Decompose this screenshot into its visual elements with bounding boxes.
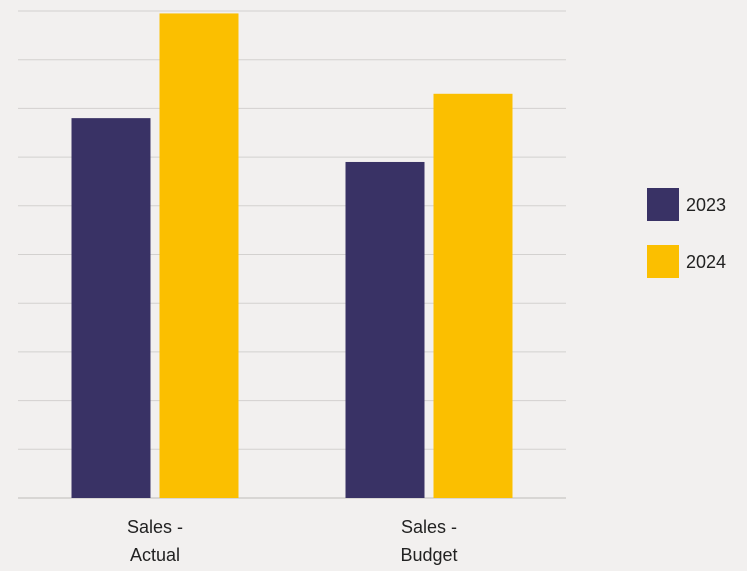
legend: 2023 2024 <box>647 188 726 278</box>
legend-label-2023: 2023 <box>686 195 726 215</box>
bar-2023-2 <box>345 161 425 498</box>
bar-2024-1 <box>159 13 239 499</box>
legend-label-2024: 2024 <box>686 252 726 272</box>
x-tick-label: Sales -Budget <box>400 517 457 565</box>
x-tick-label: Sales -Actual <box>127 517 183 565</box>
bars <box>71 13 513 499</box>
legend-swatch-2024 <box>647 245 679 278</box>
legend-swatch-2023 <box>647 188 679 221</box>
bar-2024-2 <box>433 93 513 498</box>
x-tick-labels: Sales -Actual Sales -Budget <box>127 517 458 565</box>
bar-2023-1 <box>71 118 151 498</box>
